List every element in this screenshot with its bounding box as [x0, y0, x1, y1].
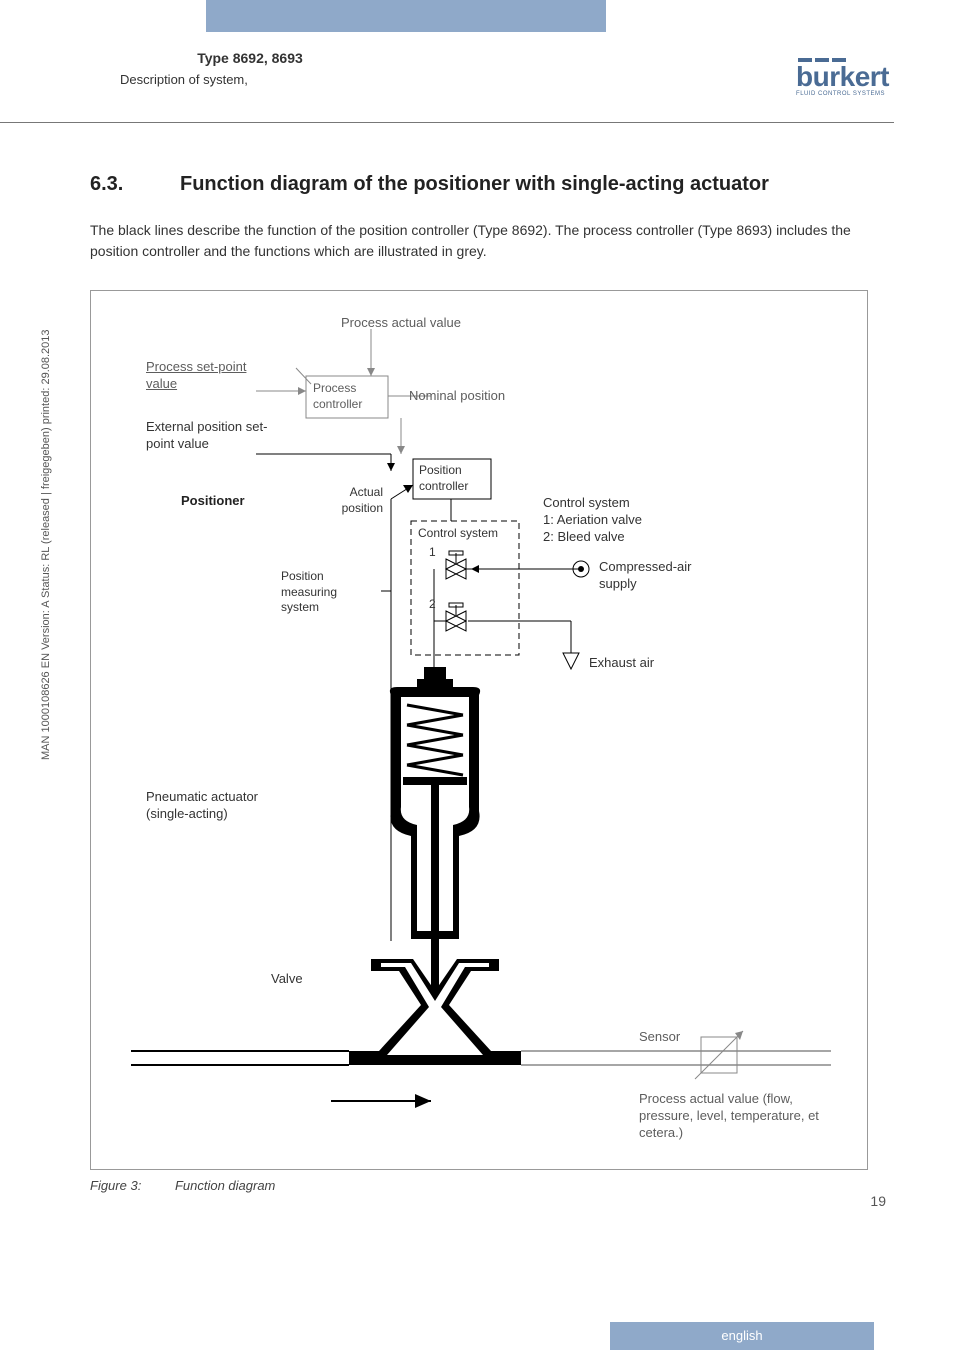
figure-caption: Figure 3: Function diagram: [90, 1178, 884, 1193]
label-nominal-position: Nominal position: [409, 388, 505, 405]
top-bar: [0, 0, 954, 32]
caption-text: Function diagram: [175, 1178, 275, 1193]
logo-tagline: FLUID CONTROL SYSTEMS: [796, 91, 889, 97]
label-pneumatic-actuator: Pneumatic actuator (single-acting): [146, 789, 296, 823]
label-compressed-air: Compressed-air supply: [599, 559, 709, 593]
label-process-controller: Process controller: [313, 381, 387, 412]
page-number: 19: [870, 1193, 886, 1209]
label-process-actual-bottom: Process actual value (flow, pressure, le…: [639, 1091, 839, 1142]
brand-logo: burkert FLUID CONTROL SYSTEMS: [796, 58, 889, 97]
label-control-system-list: Control system 1: Aeriation valve 2: Ble…: [543, 495, 673, 546]
side-metadata: MAN 1000108626 EN Version: A Status: RL …: [40, 329, 52, 760]
logo-wordmark: burkert: [796, 65, 889, 89]
valve-shape: [131, 959, 831, 1108]
label-actual-position: Actual position: [319, 485, 383, 516]
label-position-controller: Position controller: [419, 463, 489, 494]
top-accent-block: [206, 0, 606, 32]
page-header: Type 8692, 8693 Description of system, b…: [0, 32, 954, 122]
header-text: Type 8692, 8693 Description of system,: [120, 50, 380, 87]
label-position-measuring: Position measuring system: [281, 569, 371, 616]
type-line: Type 8692, 8693: [120, 50, 380, 66]
section-title: Function diagram of the positioner with …: [180, 173, 884, 196]
content: 6.3. Function diagram of the positioner …: [0, 123, 954, 1193]
label-positioner: Positioner: [181, 493, 245, 510]
label-valve1: 1: [429, 545, 436, 561]
label-external-setpoint: External position set-point value: [146, 419, 286, 453]
intro-paragraph: The black lines describe the function of…: [90, 220, 884, 262]
label-process-setpoint: Process set-point value: [146, 359, 266, 393]
label-valve2: 2: [429, 597, 436, 613]
label-valve: Valve: [271, 971, 303, 988]
figure-box: Process actual value Process set-point v…: [90, 290, 868, 1170]
label-exhaust-air: Exhaust air: [589, 655, 654, 672]
label-control-system-box: Control system: [418, 526, 498, 542]
section-number: 6.3.: [90, 173, 180, 196]
label-sensor: Sensor: [639, 1029, 680, 1046]
footer-language: english: [610, 1322, 874, 1350]
section-heading: 6.3. Function diagram of the positioner …: [90, 173, 884, 196]
caption-fignum: Figure 3:: [90, 1178, 141, 1193]
desc-line: Description of system,: [120, 72, 380, 87]
label-process-actual-top: Process actual value: [341, 315, 461, 332]
